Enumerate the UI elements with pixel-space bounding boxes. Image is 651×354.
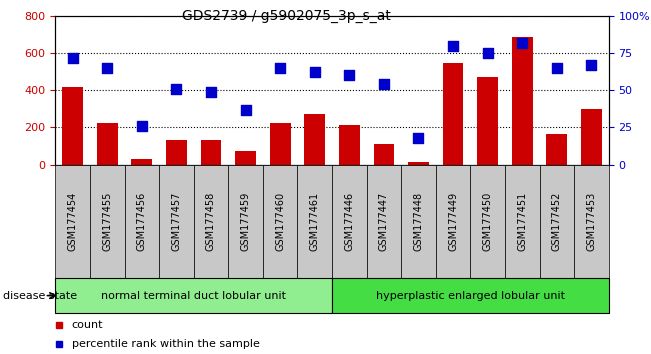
Bar xyxy=(374,144,395,165)
Bar xyxy=(443,63,464,165)
Bar xyxy=(55,278,332,313)
Bar xyxy=(367,165,401,278)
Bar xyxy=(332,278,609,313)
Point xyxy=(137,123,147,129)
Text: count: count xyxy=(72,320,103,330)
Point xyxy=(344,73,355,78)
Text: GSM177459: GSM177459 xyxy=(241,192,251,251)
Text: percentile rank within the sample: percentile rank within the sample xyxy=(72,339,260,349)
Bar xyxy=(166,141,187,165)
Bar xyxy=(401,165,436,278)
Bar xyxy=(97,123,118,165)
Bar xyxy=(55,165,90,278)
Point xyxy=(482,50,493,56)
Bar xyxy=(132,159,152,165)
Text: GSM177450: GSM177450 xyxy=(482,192,493,251)
Text: GSM177461: GSM177461 xyxy=(310,192,320,251)
Bar xyxy=(90,165,124,278)
Text: GSM177448: GSM177448 xyxy=(413,192,423,251)
Bar xyxy=(235,151,256,165)
Bar xyxy=(124,165,159,278)
Text: GSM177455: GSM177455 xyxy=(102,192,112,251)
Bar xyxy=(574,165,609,278)
Point xyxy=(102,65,113,71)
Bar xyxy=(201,141,221,165)
Bar xyxy=(339,125,359,165)
Point xyxy=(379,81,389,87)
Point xyxy=(206,89,216,95)
Bar xyxy=(470,165,505,278)
Point xyxy=(551,65,562,71)
Bar xyxy=(546,134,567,165)
Point xyxy=(448,43,458,48)
Bar xyxy=(229,165,263,278)
Point xyxy=(171,86,182,92)
Bar xyxy=(408,162,429,165)
Point xyxy=(517,40,527,46)
Bar xyxy=(540,165,574,278)
Text: GSM177452: GSM177452 xyxy=(552,192,562,251)
Text: GDS2739 / g5902075_3p_s_at: GDS2739 / g5902075_3p_s_at xyxy=(182,9,391,23)
Bar xyxy=(581,109,602,165)
Text: GSM177454: GSM177454 xyxy=(68,192,77,251)
Bar xyxy=(298,165,332,278)
Bar xyxy=(62,87,83,165)
Bar xyxy=(263,165,298,278)
Bar xyxy=(159,165,194,278)
Text: GSM177453: GSM177453 xyxy=(587,192,596,251)
Point xyxy=(586,62,596,68)
Point xyxy=(309,70,320,75)
Bar xyxy=(270,123,290,165)
Text: disease state: disease state xyxy=(3,291,77,301)
Text: GSM177458: GSM177458 xyxy=(206,192,216,251)
Point xyxy=(413,135,424,141)
Text: GSM177447: GSM177447 xyxy=(379,192,389,251)
Text: normal terminal duct lobular unit: normal terminal duct lobular unit xyxy=(101,291,286,301)
Bar xyxy=(332,165,367,278)
Text: GSM177460: GSM177460 xyxy=(275,192,285,251)
Bar xyxy=(477,77,498,165)
Text: GSM177451: GSM177451 xyxy=(518,192,527,251)
Text: GSM177456: GSM177456 xyxy=(137,192,146,251)
Text: GSM177457: GSM177457 xyxy=(171,192,182,251)
Bar xyxy=(505,165,540,278)
Bar xyxy=(512,37,533,165)
Point xyxy=(275,65,285,71)
Bar xyxy=(436,165,470,278)
Point xyxy=(68,55,78,61)
Text: GSM177446: GSM177446 xyxy=(344,192,354,251)
Point xyxy=(240,107,251,113)
Bar xyxy=(194,165,229,278)
Bar xyxy=(305,114,325,165)
Text: hyperplastic enlarged lobular unit: hyperplastic enlarged lobular unit xyxy=(376,291,565,301)
Text: GSM177449: GSM177449 xyxy=(448,192,458,251)
